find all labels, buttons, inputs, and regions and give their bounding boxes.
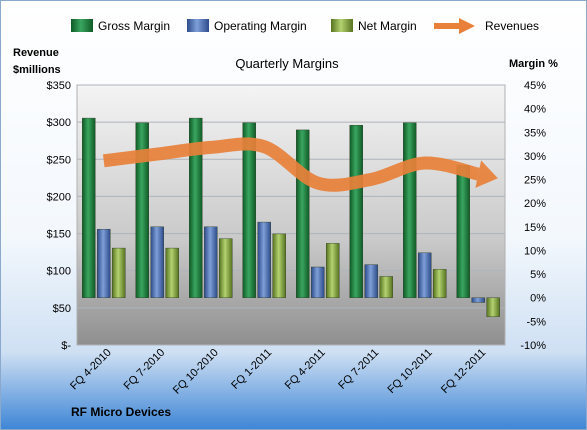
bar-operating-margin xyxy=(311,266,325,298)
bar-net-margin xyxy=(112,247,126,298)
legend-label-gross-margin: Gross Margin xyxy=(98,19,170,33)
bar-operating-margin xyxy=(257,221,271,298)
x-tick-label: FQ 4-2010 xyxy=(68,347,114,393)
x-tick-label: FQ 7-2010 xyxy=(122,347,168,393)
left-tick-label: $50 xyxy=(53,303,71,315)
right-tick-label: 35% xyxy=(524,127,546,139)
right-tick-label: 0% xyxy=(530,293,546,305)
right-tick-label: 5% xyxy=(530,269,546,281)
bar-net-margin xyxy=(219,238,233,298)
bar-operating-margin xyxy=(364,264,378,298)
bar-net-margin xyxy=(326,243,340,298)
bar-gross-margin xyxy=(82,117,96,298)
right-tick-label: 45% xyxy=(524,80,546,92)
x-tick-label: FQ 7-2011 xyxy=(336,347,381,392)
bar-net-margin xyxy=(486,297,500,317)
revenue-line-path xyxy=(102,137,480,192)
bar-net-margin xyxy=(433,269,447,298)
left-axis-title-line2: $millions xyxy=(13,64,61,76)
chart-title: Quarterly Margins xyxy=(235,56,339,71)
right-tick-label: -10% xyxy=(520,340,546,352)
left-tick-label: $250 xyxy=(47,154,71,166)
bar-net-margin xyxy=(272,233,286,298)
right-tick-label: 25% xyxy=(524,175,546,187)
legend-label-revenues: Revenues xyxy=(485,19,539,33)
right-tick-label: -5% xyxy=(526,316,546,328)
bar-operating-margin xyxy=(471,297,485,303)
left-tick-label: $100 xyxy=(47,266,71,278)
right-tick-label: 10% xyxy=(524,245,546,257)
bar-operating-margin xyxy=(150,226,164,298)
bar-net-margin xyxy=(165,247,179,298)
bar-gross-margin xyxy=(403,122,417,298)
bar-operating-margin xyxy=(97,228,111,298)
legend-swatch-operating-margin xyxy=(187,19,209,32)
left-tick-label: $- xyxy=(61,340,71,352)
x-axis: FQ 4-2010 FQ 7-2010 FQ 10-2010 FQ 1-2011 FQ … xyxy=(68,347,488,397)
legend-label-operating-margin: Operating Margin xyxy=(214,19,307,33)
bars xyxy=(82,117,500,317)
right-axis-title: Margin % xyxy=(509,58,558,70)
bar-net-margin xyxy=(379,276,393,298)
x-tick-label: FQ 12-2011 xyxy=(439,347,488,396)
right-tick-label: 40% xyxy=(524,104,546,116)
right-tick-label: 30% xyxy=(524,151,546,163)
x-tick-label: FQ 4-2011 xyxy=(283,347,328,392)
right-axis: -10% -5% 0% 5% 10% 15% 20% 25% 30% 35% 40% 45% xyxy=(520,80,546,352)
bar-gross-margin xyxy=(456,165,470,298)
legend-swatch-net-margin xyxy=(331,19,353,32)
bar-gross-margin xyxy=(296,129,310,298)
left-axis: $- $50 $100 $150 $200 $250 $300 $350 xyxy=(47,80,72,352)
bar-gross-margin xyxy=(242,122,256,298)
legend-swatch-gross-margin xyxy=(71,19,93,32)
bar-gross-margin xyxy=(189,117,203,298)
left-tick-label: $200 xyxy=(47,191,71,203)
x-tick-label: FQ 10-2011 xyxy=(385,347,434,396)
x-tick-label: FQ 10-2010 xyxy=(171,347,221,397)
footer-company: RF Micro Devices xyxy=(71,405,171,419)
x-tick-label: FQ 1-2011 xyxy=(229,347,274,392)
right-tick-label: 15% xyxy=(524,222,546,234)
legend: Gross Margin Operating Margin Net Margin… xyxy=(71,18,539,34)
left-tick-label: $300 xyxy=(47,117,71,129)
legend-label-net-margin: Net Margin xyxy=(358,19,417,33)
revenue-line xyxy=(102,137,498,192)
bar-gross-margin xyxy=(135,122,149,298)
bar-gross-margin xyxy=(349,124,363,298)
bar-operating-margin xyxy=(204,226,218,298)
revenue-arrowhead xyxy=(475,160,498,188)
bar-operating-margin xyxy=(418,252,432,298)
legend-arrowhead-revenues xyxy=(459,18,475,34)
right-tick-label: 20% xyxy=(524,198,546,210)
left-tick-label: $350 xyxy=(47,80,71,92)
left-tick-label: $150 xyxy=(47,229,71,241)
left-axis-title-line1: Revenue xyxy=(13,47,59,59)
